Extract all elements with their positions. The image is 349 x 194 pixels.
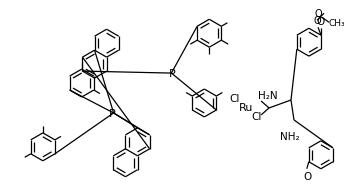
Text: CH₃: CH₃ bbox=[329, 19, 346, 28]
Text: O: O bbox=[314, 9, 322, 19]
Text: Cl: Cl bbox=[229, 94, 239, 104]
Text: O: O bbox=[317, 17, 325, 27]
Text: O: O bbox=[313, 16, 321, 26]
Text: NH₂: NH₂ bbox=[280, 132, 300, 142]
Text: O: O bbox=[304, 172, 312, 182]
Text: H₂N: H₂N bbox=[258, 91, 278, 101]
Text: Ru: Ru bbox=[239, 103, 253, 113]
Text: P: P bbox=[109, 109, 116, 119]
Text: Cl: Cl bbox=[251, 112, 261, 122]
Text: P: P bbox=[169, 69, 176, 79]
